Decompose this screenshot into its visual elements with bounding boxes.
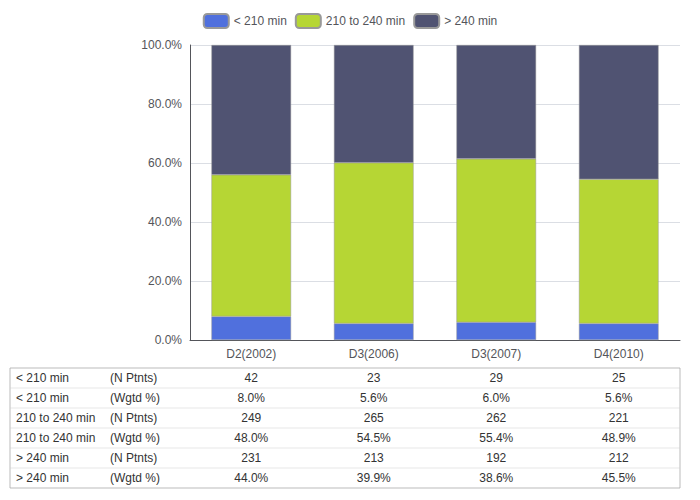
svg-text:210 to 240 min: 210 to 240 min	[16, 431, 95, 445]
svg-text:5.6%: 5.6%	[360, 391, 388, 405]
svg-text:(Wgtd %): (Wgtd %)	[110, 391, 160, 405]
svg-text:> 240 min: > 240 min	[16, 451, 69, 465]
svg-text:(Wgtd %): (Wgtd %)	[110, 471, 160, 485]
svg-text:D3(2006): D3(2006)	[349, 347, 399, 361]
svg-text:48.9%: 48.9%	[602, 431, 636, 445]
svg-text:55.4%: 55.4%	[479, 431, 513, 445]
svg-text:(N Ptnts): (N Ptnts)	[110, 371, 157, 385]
svg-text:0.0%: 0.0%	[155, 333, 183, 347]
svg-text:249: 249	[241, 411, 261, 425]
svg-text:38.6%: 38.6%	[479, 471, 513, 485]
svg-text:< 210 min: < 210 min	[16, 391, 69, 405]
svg-text:< 210 min: < 210 min	[16, 371, 69, 385]
svg-text:40.0%: 40.0%	[148, 215, 182, 229]
svg-text:80.0%: 80.0%	[148, 97, 182, 111]
svg-text:60.0%: 60.0%	[148, 156, 182, 170]
svg-text:> 240 min: > 240 min	[444, 14, 497, 28]
svg-text:44.0%: 44.0%	[234, 471, 268, 485]
svg-text:(N Ptnts): (N Ptnts)	[110, 411, 157, 425]
svg-text:< 210 min: < 210 min	[234, 14, 287, 28]
svg-text:262: 262	[486, 411, 506, 425]
svg-text:221: 221	[609, 411, 629, 425]
svg-text:42: 42	[245, 371, 259, 385]
svg-text:D2(2002): D2(2002)	[226, 347, 276, 361]
svg-text:(Wgtd %): (Wgtd %)	[110, 431, 160, 445]
svg-text:D4(2010): D4(2010)	[594, 347, 644, 361]
svg-text:39.9%: 39.9%	[357, 471, 391, 485]
svg-text:54.5%: 54.5%	[357, 431, 391, 445]
svg-text:20.0%: 20.0%	[148, 274, 182, 288]
svg-text:25: 25	[612, 371, 626, 385]
svg-text:23: 23	[367, 371, 381, 385]
svg-text:210 to 240 min: 210 to 240 min	[326, 14, 405, 28]
svg-text:100.0%: 100.0%	[141, 38, 182, 52]
svg-text:5.6%: 5.6%	[605, 391, 633, 405]
svg-text:(N Ptnts): (N Ptnts)	[110, 451, 157, 465]
svg-text:6.0%: 6.0%	[483, 391, 511, 405]
svg-text:192: 192	[486, 451, 506, 465]
svg-text:212: 212	[609, 451, 629, 465]
svg-text:210 to 240 min: 210 to 240 min	[16, 411, 95, 425]
svg-text:D3(2007): D3(2007)	[471, 347, 521, 361]
svg-text:48.0%: 48.0%	[234, 431, 268, 445]
svg-text:29: 29	[490, 371, 504, 385]
svg-text:213: 213	[364, 451, 384, 465]
svg-text:231: 231	[241, 451, 261, 465]
svg-text:> 240 min: > 240 min	[16, 471, 69, 485]
svg-text:265: 265	[364, 411, 384, 425]
svg-text:45.5%: 45.5%	[602, 471, 636, 485]
svg-text:8.0%: 8.0%	[238, 391, 266, 405]
